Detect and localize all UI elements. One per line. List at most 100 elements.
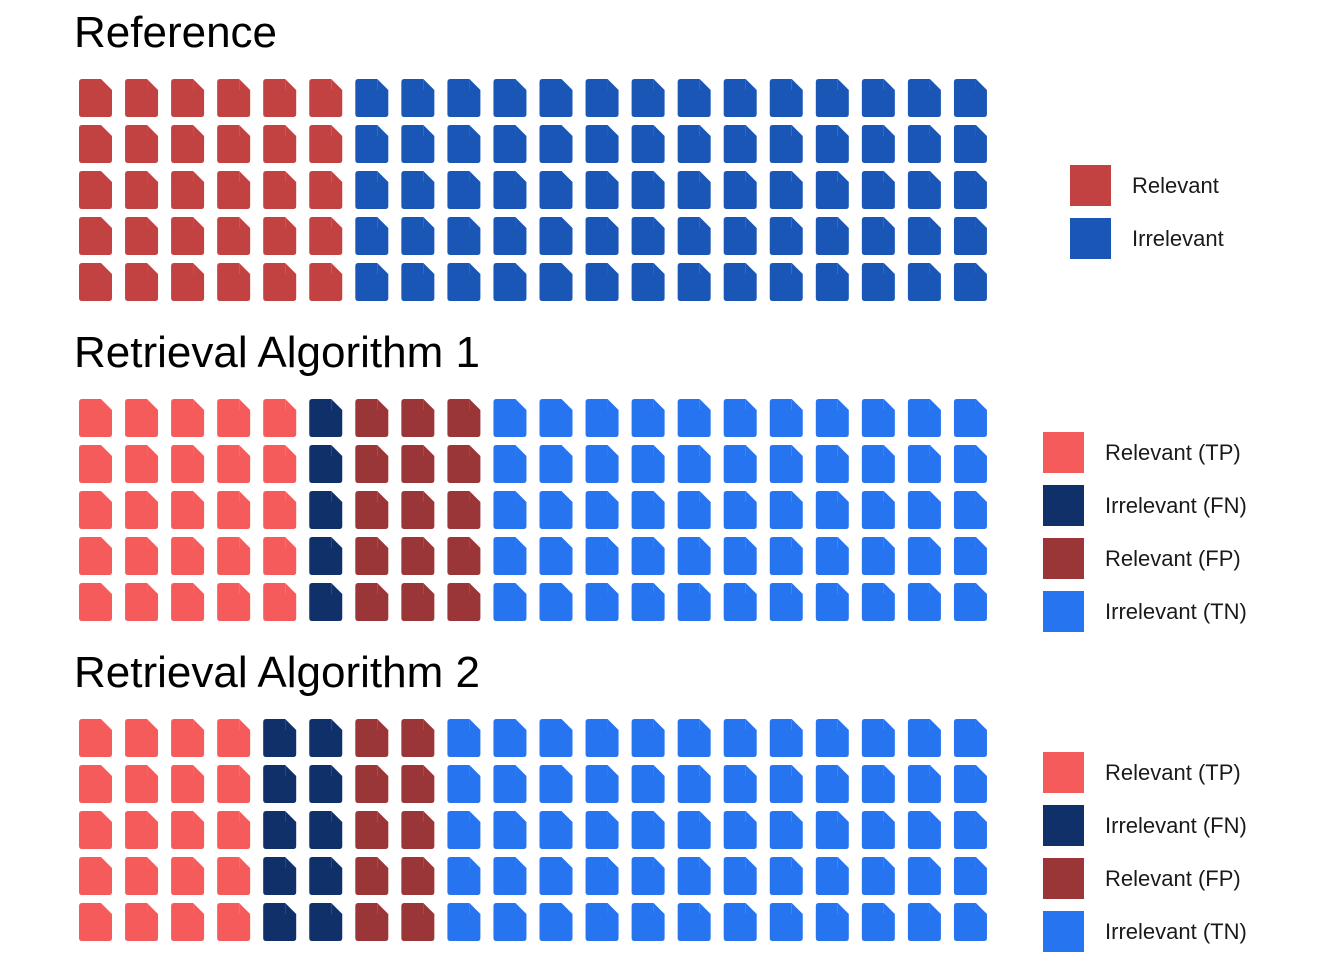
document-icon (217, 78, 251, 117)
document-icon (79, 536, 113, 575)
document-icon (447, 718, 481, 757)
document-icon (263, 78, 297, 117)
document-icon (263, 262, 297, 301)
document-icon (723, 398, 758, 437)
legend-label: Relevant (1132, 173, 1219, 198)
document-icon (217, 902, 251, 941)
document-icon (125, 444, 159, 483)
document-icon (769, 170, 804, 209)
document-icon (447, 490, 481, 529)
document-icon (309, 718, 343, 757)
document-icon (79, 78, 113, 117)
legend-swatch (1043, 485, 1084, 526)
document-icon (309, 490, 343, 529)
document-icon (539, 582, 573, 621)
document-icon (125, 902, 159, 941)
document-icon (769, 536, 804, 575)
document-icon (585, 536, 620, 575)
document-icon (723, 78, 758, 117)
document-icon (355, 490, 389, 529)
document-icon (815, 170, 850, 209)
document-icon (125, 764, 159, 803)
document-icon (217, 124, 251, 163)
legend-swatch (1043, 805, 1084, 846)
panel-title-algorithm-2: Retrieval Algorithm 2 (74, 648, 480, 697)
document-icon (171, 902, 205, 941)
document-icon (125, 856, 159, 895)
document-icon (907, 810, 942, 849)
document-icon (309, 216, 343, 255)
document-icon (263, 398, 297, 437)
document-icon (631, 216, 666, 255)
document-icon (815, 216, 850, 255)
document-icon (217, 810, 251, 849)
document-icon (79, 216, 113, 255)
document-icon (401, 170, 435, 209)
document-icon (677, 444, 712, 483)
document-icon (171, 170, 205, 209)
document-icon (263, 902, 297, 941)
document-icon (677, 718, 712, 757)
document-icon (723, 490, 758, 529)
document-icon (401, 216, 435, 255)
document-icon (953, 764, 988, 803)
document-icon (447, 582, 481, 621)
document-icon (447, 170, 481, 209)
document-icon (493, 718, 527, 757)
document-icon (631, 490, 666, 529)
document-icon (355, 78, 389, 117)
document-icon (631, 170, 666, 209)
document-icon (171, 216, 205, 255)
document-icon (631, 764, 666, 803)
document-icon (907, 170, 942, 209)
document-icon (79, 810, 113, 849)
document-icon (125, 216, 159, 255)
document-icon (447, 536, 481, 575)
document-icon (79, 124, 113, 163)
document-icon (677, 170, 712, 209)
document-icon (447, 810, 481, 849)
document-icon (355, 216, 389, 255)
document-icon (309, 856, 343, 895)
document-icon (907, 856, 942, 895)
legend-swatch (1070, 165, 1111, 206)
document-icon (355, 582, 389, 621)
document-icon (263, 810, 297, 849)
document-icon (125, 810, 159, 849)
document-icon (815, 764, 850, 803)
document-icon (815, 398, 850, 437)
document-icon (401, 718, 435, 757)
legend-label: Irrelevant (FN) (1105, 813, 1247, 838)
document-icon (861, 398, 896, 437)
document-icon (493, 262, 527, 301)
document-icon (217, 582, 251, 621)
document-icon (539, 810, 573, 849)
document-icon (401, 262, 435, 301)
document-icon (125, 718, 159, 757)
document-icon (769, 216, 804, 255)
document-icon (447, 398, 481, 437)
document-icon (953, 902, 988, 941)
document-icon (907, 536, 942, 575)
document-icon (631, 78, 666, 117)
legend-swatch (1043, 752, 1084, 793)
document-icon (631, 124, 666, 163)
document-icon (815, 856, 850, 895)
document-icon (677, 216, 712, 255)
document-icon (907, 718, 942, 757)
document-icon (815, 718, 850, 757)
legend-label: Irrelevant (TN) (1105, 919, 1247, 944)
document-icon (309, 810, 343, 849)
document-icon (723, 582, 758, 621)
document-icon (171, 490, 205, 529)
document-icon (171, 262, 205, 301)
waffle-grid-reference (79, 78, 988, 301)
document-icon (217, 262, 251, 301)
document-icon (861, 78, 896, 117)
legend-label: Relevant (TP) (1105, 440, 1241, 465)
document-icon (907, 444, 942, 483)
document-icon (861, 216, 896, 255)
document-icon (723, 216, 758, 255)
document-icon (539, 764, 573, 803)
document-icon (861, 856, 896, 895)
